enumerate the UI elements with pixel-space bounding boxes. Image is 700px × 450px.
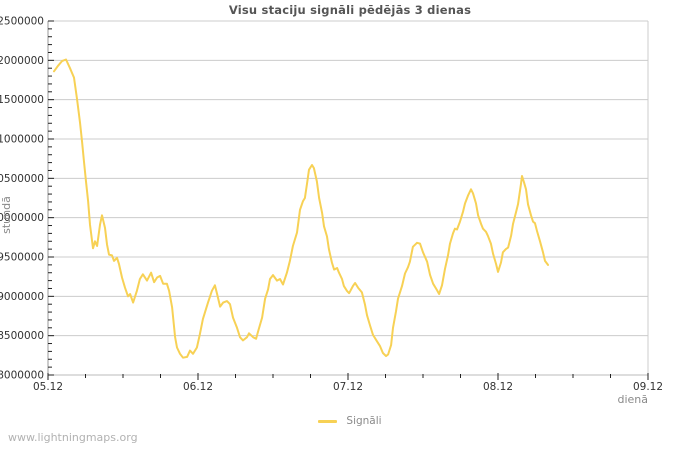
signals-line — [53, 58, 549, 359]
x-tick-label: 06.12 — [183, 381, 213, 393]
y-tick-label: 8000000 — [0, 370, 44, 382]
chart-legend: Signāli — [0, 414, 700, 428]
y-tick-label: 8500000 — [0, 330, 44, 342]
x-tick-label: 07.12 — [333, 381, 363, 393]
watermark-link[interactable]: www.lightningmaps.org — [8, 431, 138, 444]
y-tick-label: 11500000 — [0, 94, 44, 106]
y-axis-unit-label: stundā — [0, 196, 13, 234]
x-tick-label: 08.12 — [483, 381, 513, 393]
x-axis-unit-label: dienā — [617, 393, 648, 406]
y-tick-label: 10500000 — [0, 173, 44, 185]
legend-label: Signāli — [346, 415, 382, 427]
y-tick-label: 9000000 — [0, 291, 44, 303]
y-tick-label: 12000000 — [0, 55, 44, 67]
y-tick-label: 10000000 — [0, 212, 44, 224]
chart-title: Visu staciju signāli pēdējās 3 dienas — [228, 3, 472, 17]
x-tick-label: 09.12 — [633, 381, 663, 393]
y-tick-label: 9500000 — [0, 252, 44, 264]
y-tick-label: 11000000 — [0, 134, 44, 146]
signals-line-chart: 8000000 8500000 9000000 9500000 10000000 1050… — [0, 16, 663, 407]
legend-line-swatch — [318, 419, 338, 423]
x-tick-label: 05.12 — [33, 381, 63, 393]
y-tick-label: 12500000 — [0, 16, 44, 28]
